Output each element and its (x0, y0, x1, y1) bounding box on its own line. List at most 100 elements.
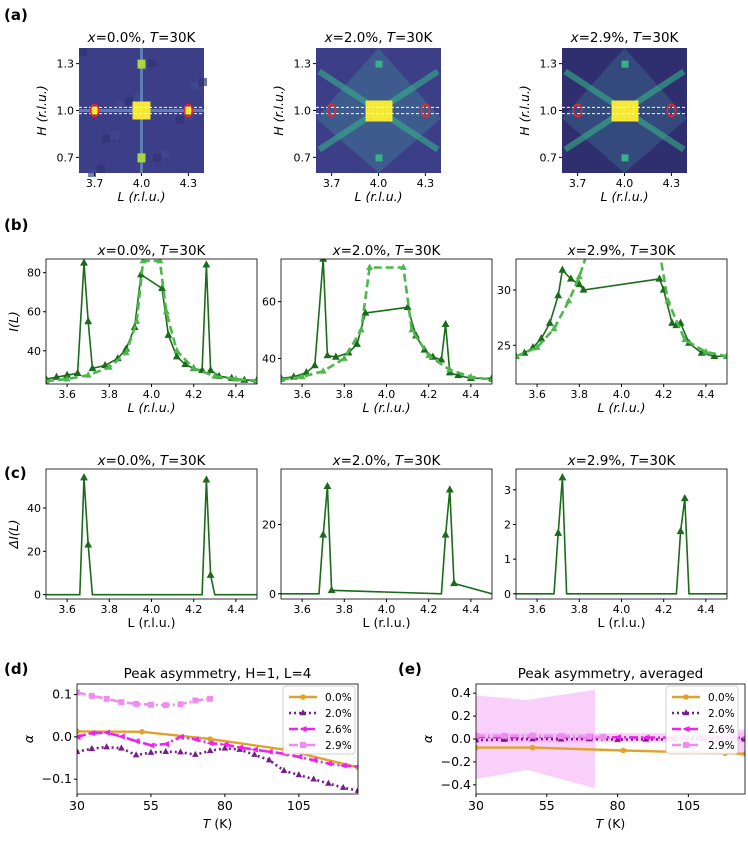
plot-area (77, 689, 358, 793)
data-point (162, 741, 170, 748)
axes-frame (280, 468, 493, 600)
x-tick-label: 55 (143, 798, 159, 813)
data-point-fit (232, 375, 240, 382)
panel-label-c: (c) (4, 464, 27, 482)
data-point (445, 485, 454, 493)
x-axis-label: T (K) (203, 816, 233, 831)
data-point (236, 744, 244, 751)
data-point (537, 334, 546, 342)
data-point (77, 733, 81, 740)
data-point (265, 748, 273, 755)
data-point (302, 368, 311, 376)
data-point (339, 783, 347, 790)
y-tick-label: 0.4 (451, 685, 471, 700)
data-point-fit (550, 324, 558, 332)
bragg-peak (621, 60, 629, 68)
x-tick-label: 3.8 (571, 603, 589, 616)
data-point (88, 730, 96, 737)
data-point (191, 736, 199, 743)
x-axis-label: L (r.l.u.) (363, 400, 411, 415)
series-line-diff (516, 477, 727, 595)
peak-marker-circle (572, 103, 583, 118)
peak-marker-circle (89, 103, 100, 118)
y-axis-label: H (r.l.u.) (34, 85, 49, 135)
panel-label-e: (e) (398, 660, 422, 678)
panel-title: x=0.0%, T=30K (97, 243, 207, 259)
x-tick-label: 3.7 (86, 177, 104, 190)
data-point-fit (133, 317, 141, 324)
series-line-diff (46, 477, 257, 596)
x-tick-label: 3.6 (293, 388, 311, 401)
data-point (614, 734, 622, 741)
data-point (221, 744, 229, 751)
data-point (310, 775, 317, 782)
legend-label: 2.9% (708, 740, 735, 752)
data-point (103, 743, 110, 750)
y-tick-label: 30 (497, 284, 511, 297)
series-line-fit (516, 259, 727, 358)
y-tick-label: 2 (504, 518, 511, 531)
series-line-data (281, 259, 492, 380)
data-point (181, 359, 190, 368)
data-point (323, 481, 332, 490)
heatmap-features (562, 48, 687, 173)
data-point-fit (575, 272, 583, 280)
data-point (450, 578, 458, 587)
data-point (354, 786, 358, 793)
legend-marker (683, 742, 689, 748)
y-axis-label: H (r.l.u.) (271, 85, 286, 135)
data-point (192, 697, 199, 704)
panel-title: Peak asymmetry, averaged (518, 666, 704, 682)
x-tick-label: 4.0 (370, 177, 388, 190)
data-point (73, 368, 82, 376)
legend-label: 2.9% (325, 740, 352, 752)
data-point (77, 747, 81, 754)
data-point (403, 302, 412, 310)
y-tick-label: 0.7 (57, 151, 75, 164)
data-point (437, 355, 446, 363)
data-point (529, 744, 536, 751)
data-point-fit (399, 263, 407, 270)
heatmap-speckle (111, 131, 119, 139)
x-tick-label: 3.8 (101, 603, 119, 616)
data-point (545, 318, 554, 326)
data-point (586, 733, 593, 740)
data-point (454, 370, 463, 379)
peak-marker-circle (183, 103, 194, 118)
data-point (558, 473, 567, 481)
x-tick-label: 4.0 (378, 388, 396, 401)
data-point (88, 692, 95, 699)
data-point (529, 732, 536, 739)
y-tick-label: 40 (262, 352, 276, 365)
x-tick-label: 105 (676, 798, 700, 813)
data-point-fit (105, 363, 113, 370)
data-point (221, 741, 229, 748)
heatmap-speckle (199, 78, 207, 86)
data-point (192, 750, 199, 757)
series-line-2.9% (476, 734, 604, 739)
y-tick-label: 0.2 (451, 708, 471, 723)
data-point-fit (681, 335, 689, 343)
data-point (579, 285, 588, 293)
x-tick-label: 3.8 (336, 388, 354, 401)
superlattice-peak (185, 106, 192, 115)
data-point (158, 283, 166, 291)
y-axis-label: α (420, 734, 435, 743)
y-axis-label: ΔI(L) (6, 520, 21, 550)
data-point (117, 733, 125, 740)
y-tick-label: 0.7 (294, 151, 312, 164)
bragg-peak (137, 59, 146, 69)
data-point (265, 756, 273, 763)
panel-title: x=2.0%, T=30K (332, 453, 442, 469)
y-tick-label: 60 (262, 296, 276, 309)
data-point (655, 274, 664, 282)
legend-label: 0.0% (325, 692, 352, 704)
y-tick-label: 40 (27, 502, 41, 515)
panel-title: x=2.9%, T=30K (567, 243, 677, 259)
data-point (101, 360, 109, 369)
y-tick-label: −0.4 (441, 777, 471, 792)
data-point (327, 585, 336, 594)
data-point (501, 735, 508, 742)
x-tick-label: 105 (287, 798, 311, 813)
